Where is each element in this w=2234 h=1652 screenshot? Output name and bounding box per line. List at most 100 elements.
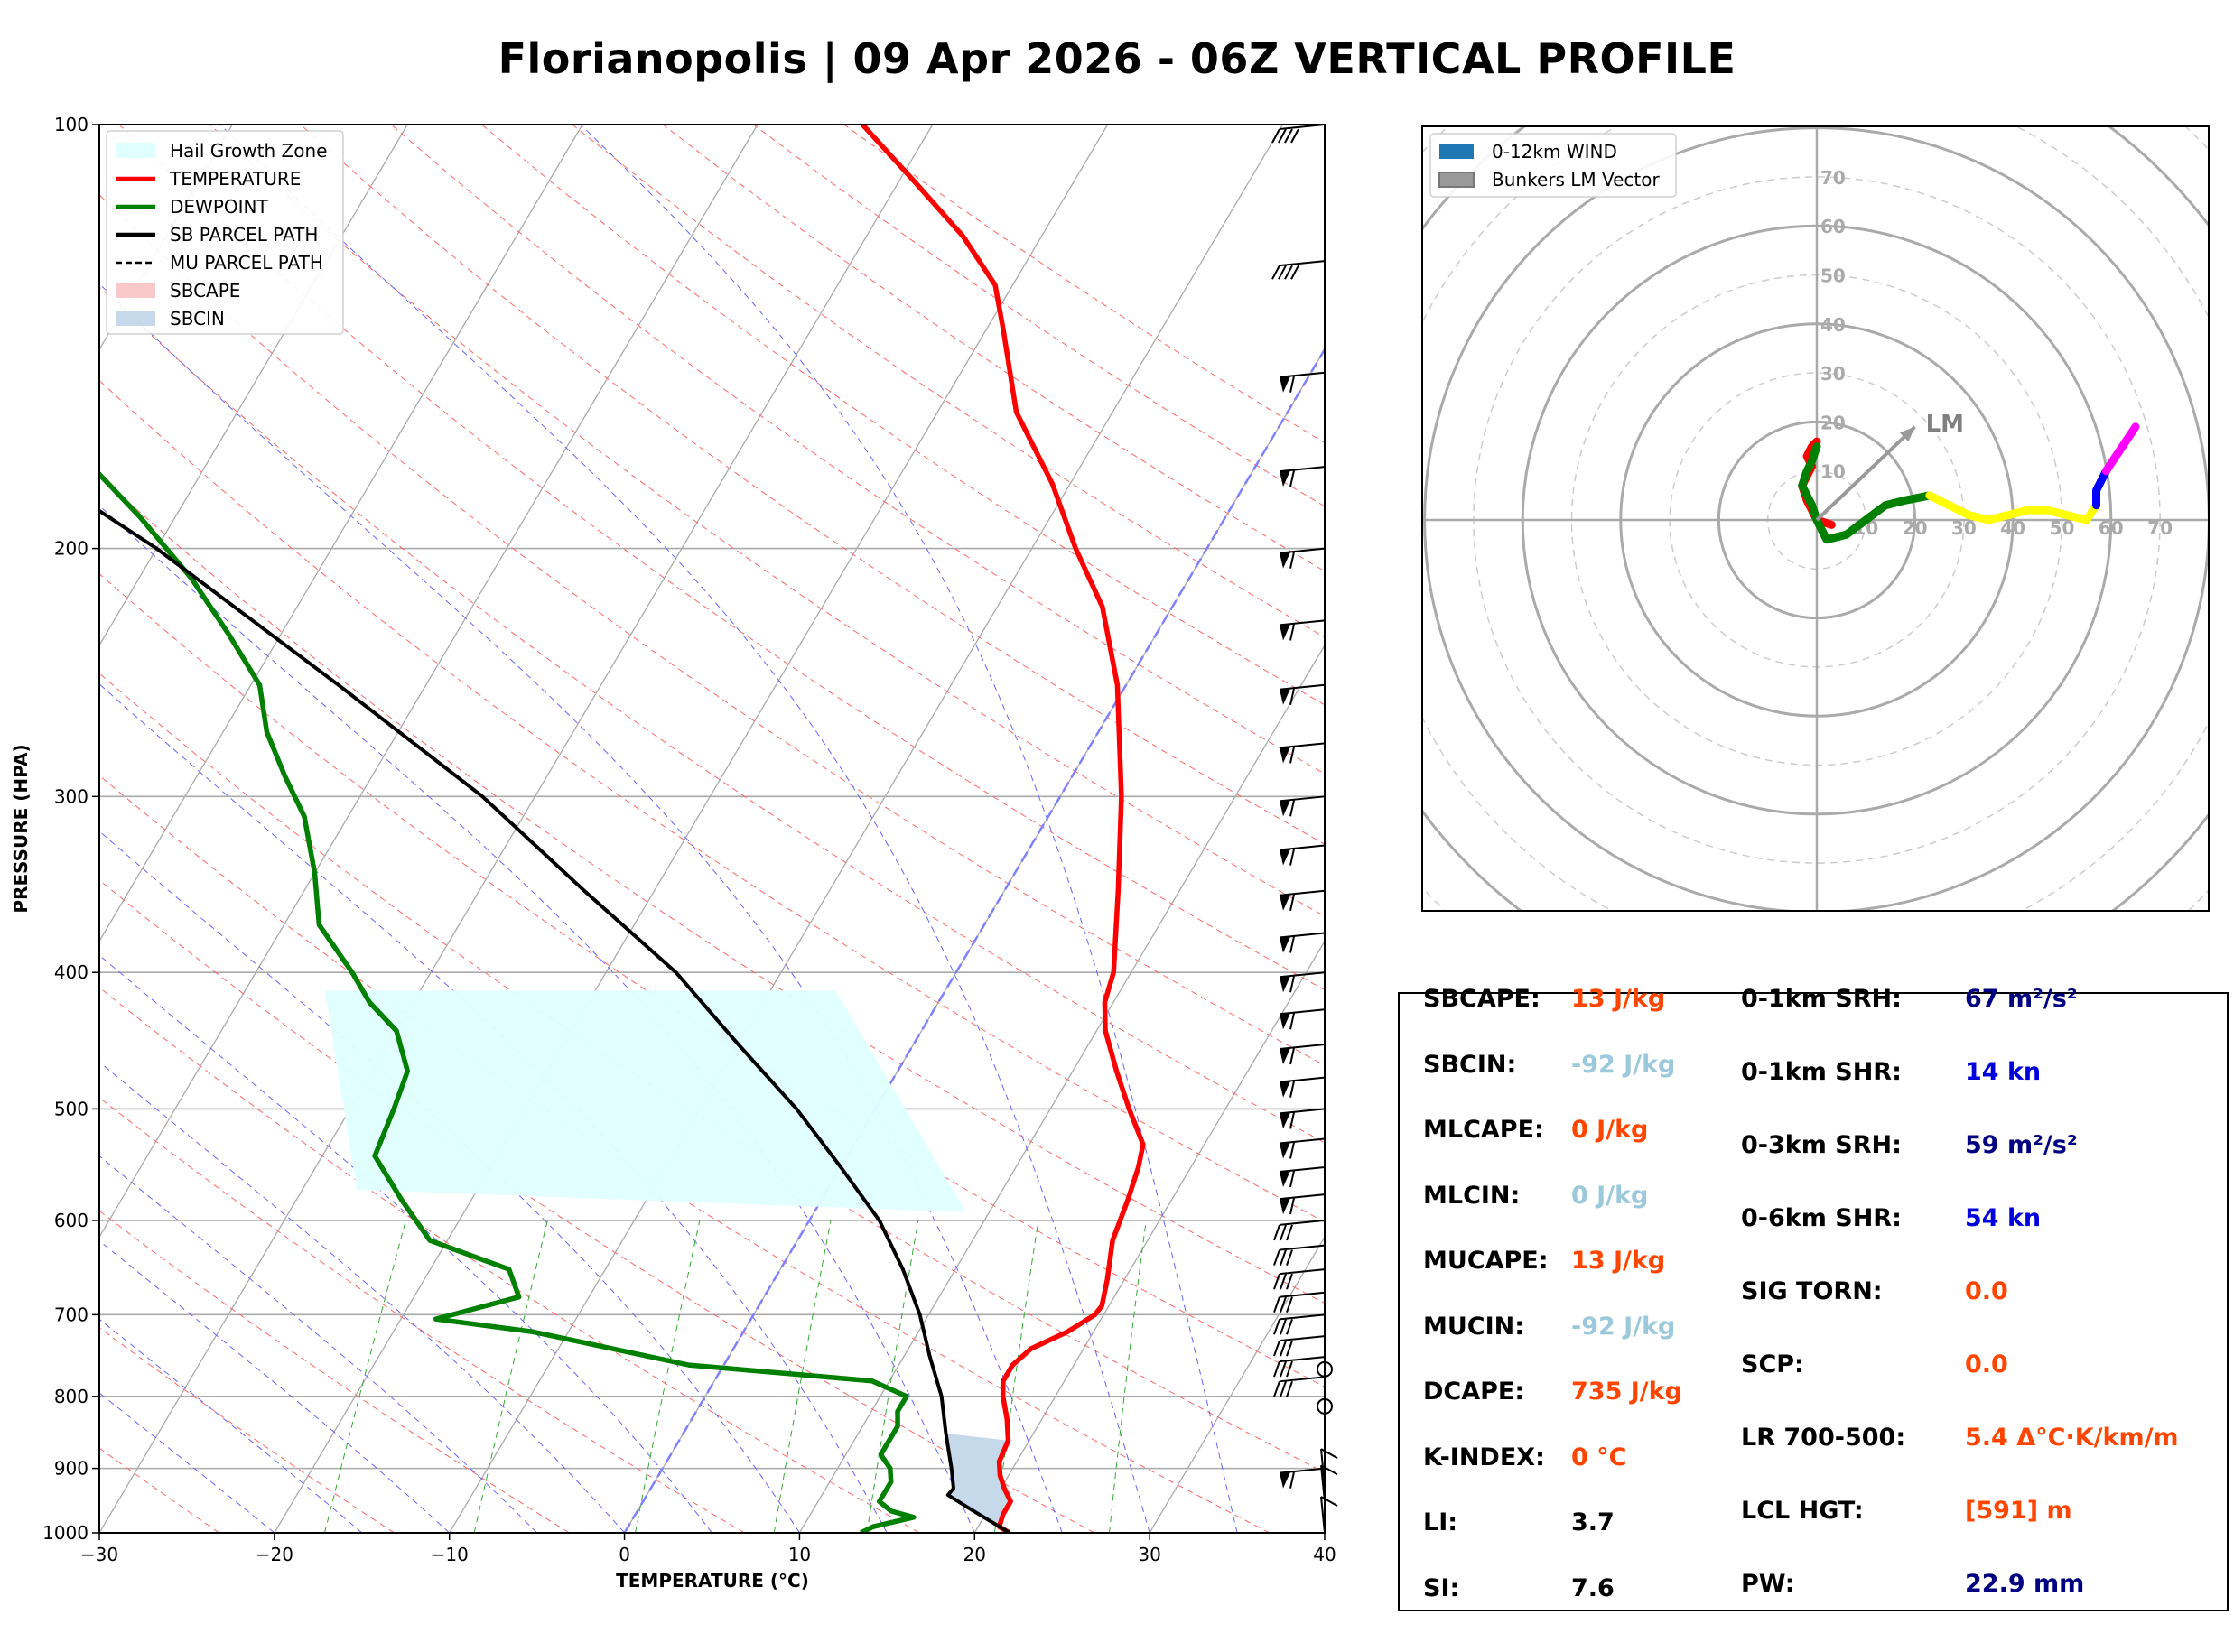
wind-barb-feather (1289, 1170, 1295, 1188)
wind-barb-staff (1279, 1313, 1326, 1321)
wind-barb-staff (1279, 844, 1326, 851)
wind-barb-feather (1286, 1340, 1293, 1357)
mixing-ratio-line (324, 1220, 406, 1533)
wind-barb (1273, 1356, 1326, 1378)
hodograph-tick-label: 50 (1820, 265, 1846, 287)
isotherm-line (99, 125, 583, 942)
wind-barb-feather (1289, 849, 1295, 866)
wind-barb-staff (1279, 795, 1326, 803)
left-param-label: SBCIN: (1423, 1050, 1517, 1079)
legend-label: DEWPOINT (170, 196, 268, 218)
wind-barb-staff (1279, 1108, 1326, 1115)
wind-barb-staff (1279, 466, 1326, 473)
y-axis-label: PRESSURE (HPA) (10, 744, 32, 913)
mixing-ratio-line (773, 1220, 832, 1533)
hodograph-tick-label: 40 (1820, 314, 1846, 336)
hodograph-tick-label: 50 (2050, 517, 2075, 539)
wind-barb (1279, 683, 1326, 706)
dry-adiabat (99, 775, 1271, 1533)
left-param-value: 7.6 (1571, 1573, 1615, 1602)
wind-barb (1273, 1219, 1326, 1241)
wind-barb-feather (1289, 1047, 1295, 1065)
hodograph-tick-label: 10 (1820, 461, 1846, 483)
hail-growth-zone (325, 990, 966, 1212)
wind-barb-pennant (1280, 976, 1290, 993)
wind-barb-feather (1286, 1380, 1293, 1397)
wind-barb-pennant (1280, 1112, 1290, 1129)
right-param-label: 0-6km SHR: (1741, 1204, 1902, 1232)
wind-barb-flag (1320, 1496, 1338, 1507)
right-param-label: PW: (1741, 1570, 1795, 1598)
wind-barb-staff (1279, 1335, 1326, 1342)
wind-barb (1279, 547, 1326, 569)
skewt-frame (98, 124, 1326, 1534)
wind-barb-feather (1280, 1380, 1287, 1397)
right-param-value: 54 kn (1965, 1204, 2042, 1232)
wind-barb-feather (1289, 894, 1295, 911)
isotherm-line (99, 125, 233, 351)
y-tick-label: 600 (54, 1210, 88, 1231)
x-tick-label: 10 (788, 1544, 811, 1565)
wind-barb-staff (1279, 932, 1326, 939)
moist-adiabat (99, 954, 712, 1533)
left-param-label: MUCAPE: (1423, 1247, 1549, 1275)
wind-barb-feather (1289, 1197, 1295, 1215)
isotherm-line (99, 125, 408, 647)
calm-circle (1317, 1397, 1333, 1415)
hodograph-segment (1798, 442, 1934, 544)
wind-barb-feather (1271, 265, 1280, 280)
left-param-label: MLCIN: (1423, 1181, 1521, 1210)
right-param-value: 67 m²/s² (1965, 985, 2078, 1013)
wind-barb (1279, 742, 1326, 764)
dry-adiabat (99, 572, 1325, 1387)
wind-barb (1279, 1165, 1326, 1188)
dry-adiabat (99, 1210, 570, 1533)
mixing-ratio-line (1109, 1220, 1147, 1533)
wind-barb-feather (1286, 1360, 1293, 1378)
wind-barb (1279, 932, 1326, 953)
dewpoint-line (99, 470, 917, 1533)
isotherm-line (798, 644, 1325, 1533)
lm-vector-line (1815, 425, 1916, 522)
wind-barb-feather (1280, 1340, 1287, 1357)
left-param-label: SI: (1423, 1573, 1460, 1602)
wind-barb-pennant (1280, 1081, 1290, 1098)
isotherm-line (1149, 1235, 1325, 1533)
wind-barb (1279, 1108, 1326, 1129)
wind-barb (1273, 1268, 1326, 1290)
wind-barb (1279, 1044, 1326, 1065)
isotherm-line (99, 125, 759, 1239)
wind-barb-feather (1280, 1319, 1287, 1335)
lm-label: LM (1926, 411, 1964, 438)
wind-barb (1279, 1137, 1326, 1159)
right-param-value: 5.4 Δ°C·K/km/m (1965, 1424, 2179, 1452)
x-tick-label: 0 (619, 1544, 630, 1565)
wind-barb-feather (1284, 128, 1293, 144)
wind-barb-feather (1289, 688, 1295, 706)
hodograph-tick-label: 20 (1820, 412, 1846, 433)
y-tick-label: 900 (54, 1458, 88, 1480)
legend-swatch (1438, 172, 1475, 188)
wind-barb-pennant (1280, 552, 1290, 569)
right-param-label: SIG TORN: (1741, 1277, 1883, 1305)
wind-barb-feather (1280, 1296, 1287, 1313)
wind-barb-feather (1280, 1273, 1287, 1290)
mixing-ratio-line (473, 1220, 548, 1533)
wind-barb-staff (1279, 619, 1326, 626)
legend-label: SBCAPE (170, 280, 240, 302)
right-param-label: 0-3km SRH: (1741, 1131, 1902, 1159)
wind-barb (1279, 1008, 1326, 1030)
left-param-label: LI: (1423, 1508, 1458, 1536)
right-param-label: SCP: (1741, 1350, 1804, 1378)
wind-barb-staff (1279, 1219, 1326, 1226)
hodograph-segment (1925, 491, 2100, 524)
right-param-value: [591] m (1965, 1497, 2072, 1525)
wind-barb (1279, 971, 1326, 993)
wind-barb-pennant (1280, 688, 1290, 705)
right-param-value: 14 kn (1965, 1058, 2042, 1086)
wind-barb (1279, 371, 1326, 393)
left-param-label: DCAPE: (1423, 1378, 1525, 1406)
y-tick-label: 300 (54, 785, 88, 807)
page-title: Florianopolis | 09 Apr 2026 - 06Z VERTIC… (498, 34, 1736, 83)
sbcin-area (945, 1433, 1011, 1533)
